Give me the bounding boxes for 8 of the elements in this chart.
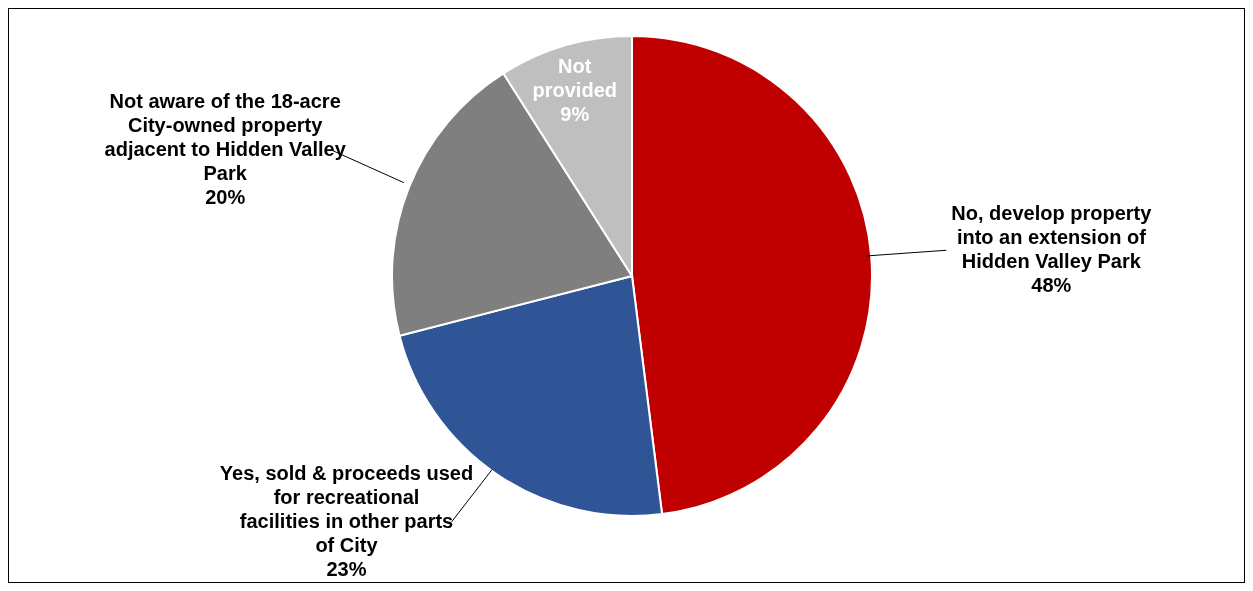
slice-label: Not provided xyxy=(532,55,617,102)
data-label: 48% xyxy=(1031,274,1072,297)
data-label: 9% xyxy=(560,103,590,126)
data-label: 23% xyxy=(326,558,367,580)
slice-label: Not aware of the 18-acre City-owned property adjacent to Hidden Valley Park xyxy=(104,89,347,184)
data-label: 20% xyxy=(205,185,246,208)
slice-label: Yes, sold & proceeds used for recreational facilities in other parts of City xyxy=(219,462,474,556)
slice-label: No, develop property into an extension of Hidden Valley Park xyxy=(951,202,1153,273)
